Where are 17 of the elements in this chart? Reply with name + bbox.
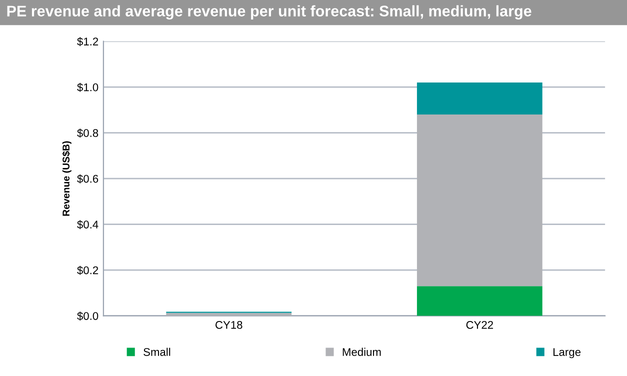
x-tick-label: CY22 xyxy=(466,320,493,329)
y-tick-label: $0.4 xyxy=(77,220,98,230)
y-tick-label: $0.6 xyxy=(77,174,98,184)
y-tick-label: $1.0 xyxy=(77,82,98,92)
legend-label: Large xyxy=(553,348,581,358)
chart-title: PE revenue and average revenue per unit forecast: Small, medium, large xyxy=(7,5,532,20)
legend-label: Medium xyxy=(342,348,381,356)
x-tick-label: CY18 xyxy=(216,320,242,329)
bar xyxy=(416,114,542,286)
y-tick-label: $0.8 xyxy=(77,128,98,138)
legend-label: Small xyxy=(144,348,170,356)
y-tick-label: $1.2 xyxy=(77,37,98,46)
y-axis-title: Revenue (US$B) xyxy=(62,141,72,216)
bar xyxy=(416,286,542,316)
y-tick-label: $0.2 xyxy=(77,266,98,275)
y-tick-label: $0.0 xyxy=(77,312,98,321)
bar xyxy=(416,82,542,115)
